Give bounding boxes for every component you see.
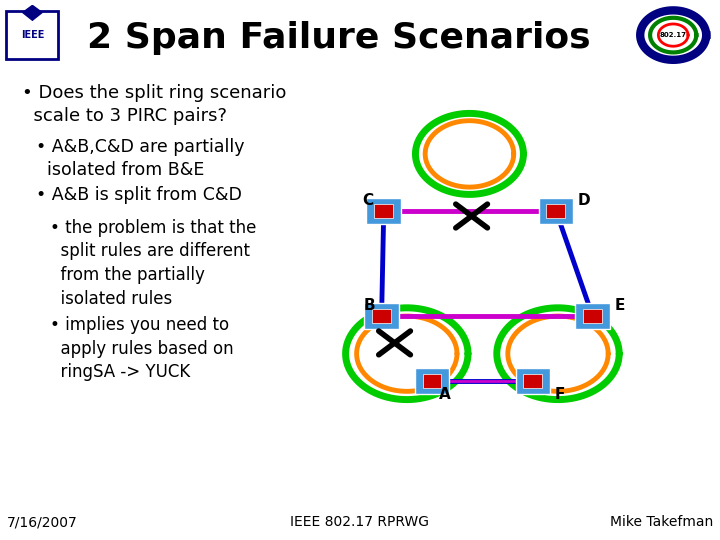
FancyBboxPatch shape [575,303,610,329]
FancyBboxPatch shape [546,204,565,218]
Text: C: C [362,193,373,208]
Text: 7/16/2007: 7/16/2007 [7,515,78,529]
FancyBboxPatch shape [364,303,399,329]
Text: B: B [364,298,375,313]
FancyBboxPatch shape [423,374,441,388]
FancyBboxPatch shape [415,368,449,394]
FancyBboxPatch shape [583,309,602,323]
Text: • Does the split ring scenario
  scale to 3 PIRC pairs?: • Does the split ring scenario scale to … [22,84,286,125]
Text: Mike Takefman: Mike Takefman [610,515,713,529]
FancyBboxPatch shape [516,368,550,394]
Text: IEEE 802.17 RPRWG: IEEE 802.17 RPRWG [290,515,430,529]
Text: F: F [554,387,564,402]
Text: • the problem is that the
  split rules are different
  from the partially
  iso: • the problem is that the split rules ar… [50,219,257,307]
Text: • implies you need to
  apply rules based on
  ringSA -> YUCK: • implies you need to apply rules based … [50,316,234,381]
Text: E: E [614,298,624,313]
Text: A: A [439,387,451,402]
Text: 2 Span Failure Scenarios: 2 Span Failure Scenarios [86,21,590,55]
FancyBboxPatch shape [374,204,393,218]
FancyBboxPatch shape [539,198,573,224]
FancyBboxPatch shape [372,309,391,323]
Text: • A&B is split from C&D: • A&B is split from C&D [36,186,242,204]
FancyBboxPatch shape [366,198,401,224]
Text: D: D [577,193,590,208]
Text: • A&B,C&D are partially
  isolated from B&E: • A&B,C&D are partially isolated from B&… [36,138,245,179]
FancyBboxPatch shape [523,374,542,388]
